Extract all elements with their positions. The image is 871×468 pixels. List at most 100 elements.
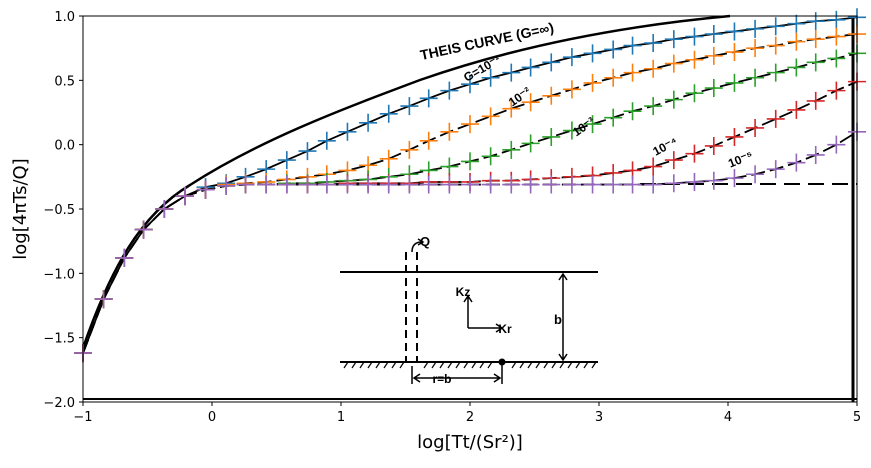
marker <box>481 175 500 194</box>
marker <box>359 175 378 194</box>
diagram-point <box>498 358 506 366</box>
marker <box>400 97 419 116</box>
marker <box>704 136 723 155</box>
marker <box>704 46 723 65</box>
marker <box>175 187 194 206</box>
marker <box>604 68 623 87</box>
marker <box>155 200 174 218</box>
image-label: Kz <box>456 285 471 299</box>
x-tick-label: 0 <box>208 410 216 425</box>
marker <box>338 122 357 141</box>
marker <box>583 115 602 134</box>
marker <box>115 248 134 267</box>
marker <box>440 122 459 141</box>
marker <box>502 140 521 159</box>
marker <box>583 73 602 92</box>
marker <box>134 220 153 239</box>
marker <box>766 160 785 179</box>
marker <box>440 157 459 176</box>
marker <box>827 81 846 100</box>
marker <box>806 53 825 72</box>
marker <box>317 175 336 194</box>
marker <box>277 151 296 170</box>
y-tick-label: −1.0 <box>43 267 75 282</box>
marker <box>787 58 806 77</box>
marker <box>806 91 825 110</box>
diagram-arrow <box>411 362 503 384</box>
marker <box>277 175 296 194</box>
marker <box>461 152 479 171</box>
marker <box>746 19 765 38</box>
image-label: r=b <box>432 372 451 386</box>
marker <box>461 175 479 194</box>
marker <box>502 63 521 82</box>
marker <box>746 39 765 58</box>
marker <box>623 175 642 194</box>
marker <box>583 44 602 63</box>
y-tick-label: 0.5 <box>54 74 75 89</box>
marker <box>542 175 561 194</box>
marker <box>664 30 683 49</box>
marker <box>623 63 642 82</box>
marker <box>562 121 581 140</box>
marker <box>481 107 500 126</box>
image-label: 10⁻⁴ <box>651 134 680 158</box>
image-label: 10⁻⁵ <box>726 148 755 170</box>
marker <box>827 10 846 29</box>
marker <box>725 22 744 41</box>
marker <box>725 43 744 62</box>
marker <box>604 108 623 127</box>
marker <box>94 290 113 309</box>
marker <box>419 131 438 150</box>
marker <box>766 109 785 128</box>
x-tick-label: 2 <box>466 410 474 425</box>
marker <box>400 175 419 194</box>
marker <box>685 27 704 46</box>
image-label: Q <box>420 234 430 249</box>
x-tick-label: 1 <box>337 410 345 425</box>
plot-area <box>74 8 866 363</box>
marker <box>440 81 459 100</box>
marker <box>704 171 723 190</box>
marker <box>664 54 683 73</box>
marker <box>542 53 561 72</box>
x-tick-label: 4 <box>724 410 732 425</box>
marker <box>827 27 846 46</box>
marker <box>766 17 785 36</box>
marker <box>623 36 642 55</box>
marker <box>787 100 806 119</box>
marker <box>562 48 581 67</box>
marker <box>338 175 357 194</box>
marker <box>257 175 276 194</box>
marker <box>664 174 683 193</box>
marker <box>521 93 540 112</box>
y-tick-label: 0.0 <box>54 139 75 154</box>
marker <box>664 90 683 109</box>
y-tick-label: −1.5 <box>43 332 75 347</box>
marker <box>746 118 765 137</box>
x-tick-label: 5 <box>853 410 861 425</box>
y-tick-label: 1.0 <box>54 10 75 25</box>
marker <box>725 169 744 188</box>
marker <box>685 144 704 163</box>
marker <box>521 58 540 77</box>
marker <box>502 175 521 194</box>
marker <box>644 175 663 194</box>
marker <box>644 157 663 176</box>
marker <box>787 153 806 172</box>
marker <box>644 34 663 53</box>
marker <box>746 68 765 87</box>
marker <box>298 175 317 194</box>
marker <box>725 127 744 146</box>
background-image <box>81 14 857 402</box>
marker <box>379 104 398 123</box>
marker <box>644 97 663 116</box>
marker <box>562 80 581 99</box>
marker <box>725 73 744 92</box>
marker <box>542 127 561 146</box>
marker <box>562 175 581 194</box>
marker <box>685 50 704 69</box>
marker <box>685 172 704 191</box>
y-tick-label: −0.5 <box>43 203 75 218</box>
